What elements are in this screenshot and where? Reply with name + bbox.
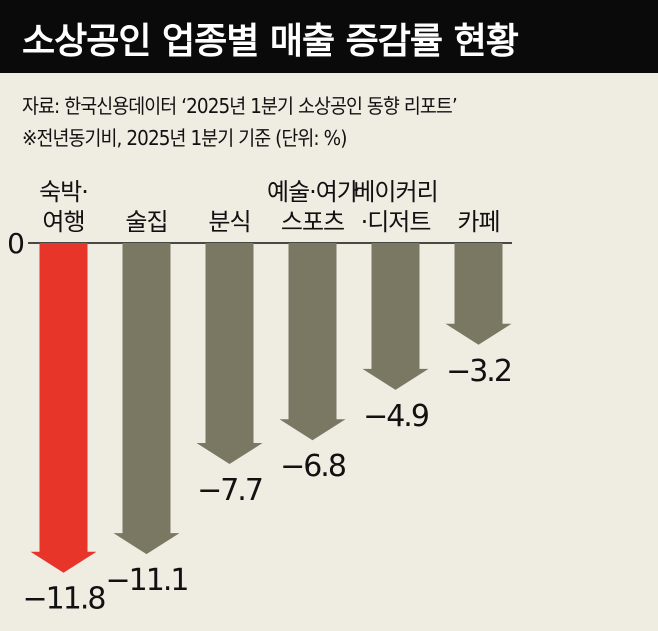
category-label: 분식 bbox=[208, 208, 250, 236]
category-label: 스포츠 bbox=[281, 208, 344, 236]
category-label: 여행 bbox=[42, 208, 84, 236]
value-label: −4.9 bbox=[363, 399, 428, 434]
category-label: 술집 bbox=[125, 208, 167, 236]
chart-title: 소상공인 업종별 매출 증감률 현황 bbox=[22, 21, 519, 62]
value-label: −11.8 bbox=[23, 582, 106, 617]
value-label: −6.8 bbox=[280, 449, 346, 484]
category-label: ·디저트 bbox=[361, 208, 431, 236]
zero-label: 0 bbox=[7, 227, 25, 260]
category-label: 카페 bbox=[457, 208, 499, 236]
value-label: −7.7 bbox=[197, 473, 262, 508]
bar-arrow bbox=[445, 243, 512, 345]
title-bar: 소상공인 업종별 매출 증감률 현황 bbox=[0, 0, 658, 73]
bar-arrow bbox=[362, 243, 429, 390]
bar-arrow bbox=[279, 243, 346, 441]
source-text: 자료: 한국신용데이터 ‘2025년 1분기 소상공인 동향 리포트’ bbox=[22, 94, 458, 118]
note-text: ※전년동기비, 2025년 1분기 기준 (단위: %) bbox=[22, 126, 347, 150]
value-label: −3.2 bbox=[446, 354, 511, 389]
value-label: −11.1 bbox=[106, 563, 188, 598]
category-label: 베이커리 bbox=[353, 178, 437, 206]
bar-arrow bbox=[196, 243, 263, 465]
category-label: 숙박· bbox=[39, 178, 88, 206]
bar-arrow bbox=[113, 243, 180, 555]
bar-arrow bbox=[30, 243, 97, 573]
category-label: 예술·여가 bbox=[267, 178, 359, 206]
